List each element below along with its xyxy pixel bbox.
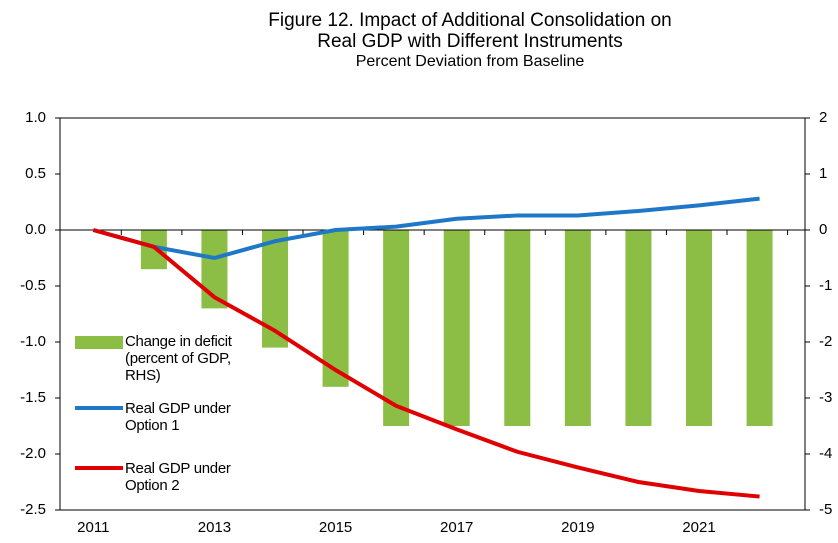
bar [504,230,531,426]
y-tick-label: -2.5 [20,501,46,518]
legend-label: Change in deficit (percent of GDP, RHS) [125,333,232,384]
y-tick-label: -1.5 [20,389,46,406]
x-tick-label: 2013 [198,519,231,536]
chart-title: Figure 12. Impact of Additional Consolid… [268,10,672,52]
x-tick-label: 2019 [561,519,594,536]
x-tick-label: 2021 [682,519,715,536]
bar [686,230,713,426]
legend-label: Real GDP under Option 2 [125,460,231,494]
y-tick-label: -2.0 [20,445,46,462]
y2-tick-label: -5 [819,501,832,518]
legend-swatch [75,336,123,349]
bar [564,230,591,426]
bar [625,230,652,426]
y-tick-label: 0.5 [25,165,46,182]
y-tick-label: 0.0 [25,221,46,238]
line-series [92,228,760,499]
bar [383,230,410,426]
legend-label: Real GDP under Option 1 [125,400,231,434]
x-tick-label: 2017 [440,519,473,536]
y2-tick-label: -1 [819,277,832,294]
y2-tick-label: -2 [819,333,832,350]
y2-tick-label: -3 [819,389,832,406]
y2-tick-label: 1 [819,165,827,182]
bar [322,230,349,387]
bar [746,230,773,426]
y2-tick-label: 2 [819,109,827,126]
x-tick-label: 2015 [319,519,352,536]
y2-tick-label: -4 [819,445,832,462]
bar [443,230,470,426]
line-series [92,196,760,261]
plot-frame [59,117,806,511]
y-tick-label: 1.0 [25,109,46,126]
y2-tick-label: 0 [819,221,827,238]
chart-subtitle: Percent Deviation from Baseline [355,53,585,70]
y-tick-label: -0.5 [20,277,46,294]
x-tick-label: 2011 [77,519,109,536]
y-tick-label: -1.0 [20,333,46,350]
